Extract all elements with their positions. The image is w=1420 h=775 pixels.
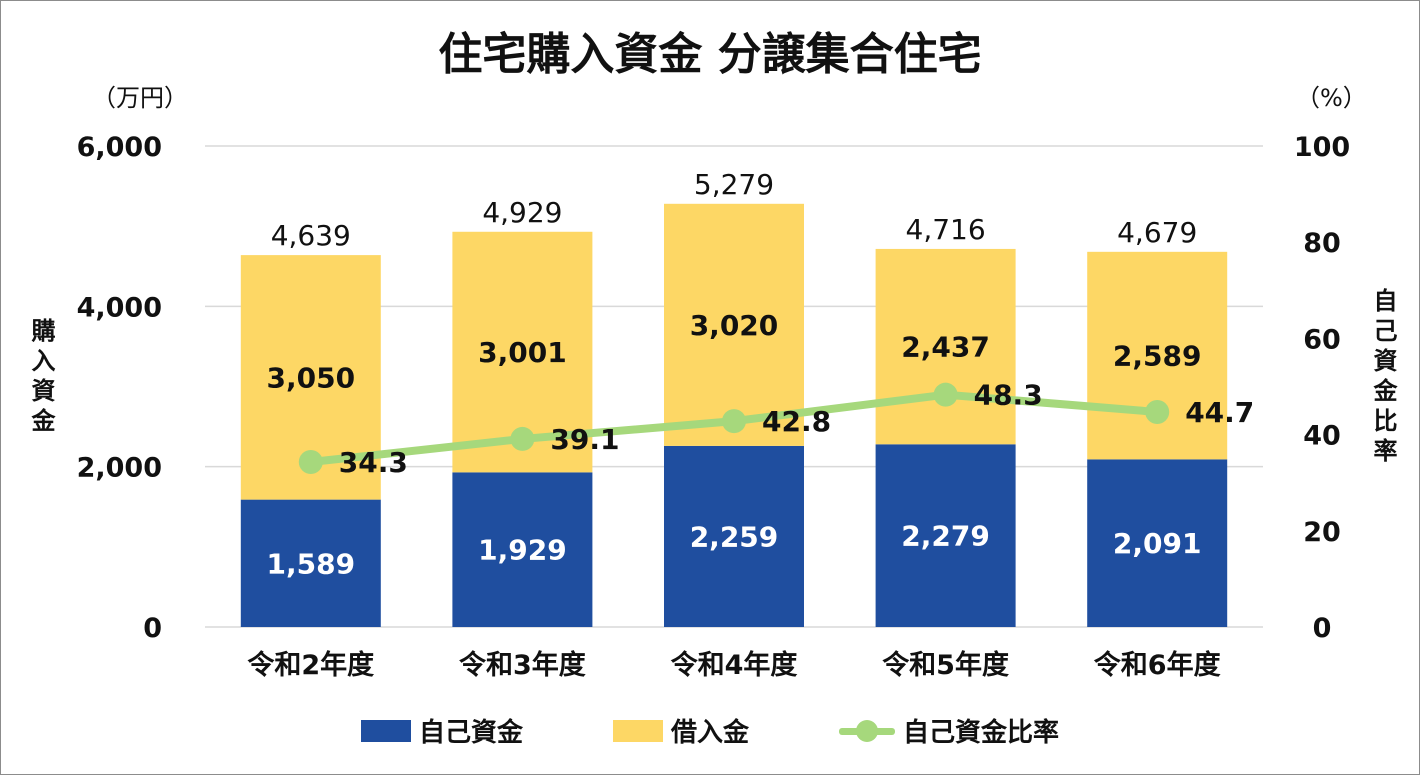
data-label-own-funds: 2,091 — [1113, 527, 1202, 560]
data-label-total: 4,929 — [482, 196, 562, 229]
legend: 自己資金 借入金 自己資金比率 — [0, 712, 1420, 749]
right-axis-label: 自己資金比率 — [1369, 288, 1397, 468]
y-tick-label: 0 — [143, 613, 162, 644]
data-label-own-funds: 2,259 — [690, 520, 779, 553]
bar-own-funds — [664, 445, 804, 627]
point-own-funds-ratio — [722, 409, 746, 434]
x-tick-label: 令和3年度 — [459, 649, 586, 681]
left-axis-label: 購入資金 — [27, 318, 55, 438]
data-label-borrowings: 3,001 — [478, 336, 567, 369]
y-right-tick-label: 60 — [1303, 324, 1341, 355]
legend-item-borrowings: 借入金 — [612, 712, 749, 749]
data-label-own-funds-ratio: 39.1 — [550, 423, 619, 456]
bar-own-funds — [452, 472, 593, 627]
x-tick-label: 令和2年度 — [247, 649, 374, 681]
data-label-own-funds: 1,929 — [478, 534, 567, 567]
data-label-own-funds: 1,589 — [267, 547, 356, 580]
data-label-own-funds-ratio: 48.3 — [974, 379, 1043, 412]
legend-swatch-borrowings — [612, 719, 663, 742]
data-label-total: 4,716 — [906, 213, 986, 246]
y-right-tick-label: 40 — [1303, 421, 1341, 452]
data-label-borrowings: 2,589 — [1113, 340, 1202, 373]
data-label-total: 4,639 — [271, 219, 351, 252]
y-right-tick-label: 20 — [1303, 517, 1341, 548]
legend-item-own-funds: 自己資金 — [360, 712, 523, 749]
y-tick-label: 4,000 — [77, 292, 162, 323]
y-right-tick-label: 80 — [1303, 228, 1341, 259]
data-label-borrowings: 3,020 — [690, 309, 779, 342]
bar-own-funds — [240, 499, 381, 627]
point-own-funds-ratio — [1145, 399, 1170, 424]
bar-borrowings — [875, 248, 1016, 445]
point-own-funds-ratio — [298, 450, 323, 475]
bar-borrowings — [1087, 251, 1228, 460]
left-axis-unit: （万円） — [92, 84, 188, 112]
x-tick-label: 令和6年度 — [1094, 649, 1221, 681]
data-label-total: 5,279 — [694, 168, 774, 201]
y-right-tick-label: 100 — [1294, 132, 1350, 163]
data-label-borrowings: 2,437 — [901, 331, 990, 364]
data-label-own-funds: 2,279 — [901, 520, 990, 553]
legend-label-borrowings: 借入金 — [670, 718, 749, 748]
chart-title: 住宅購入資金 分譲集合住宅 — [438, 29, 982, 80]
x-tick-label: 令和4年度 — [671, 649, 798, 681]
y-tick-label: 6,000 — [77, 132, 162, 163]
data-label-borrowings: 3,050 — [267, 361, 356, 394]
y-tick-label: 2,000 — [77, 453, 162, 484]
right-axis-unit: （%） — [1296, 84, 1367, 112]
y-right-tick-label: 0 — [1313, 613, 1332, 644]
legend-label-own-funds-ratio: 自己資金比率 — [903, 718, 1060, 748]
data-label-own-funds-ratio: 34.3 — [339, 446, 408, 479]
point-own-funds-ratio — [933, 382, 958, 407]
legend-item-own-funds-ratio: 自己資金比率 — [839, 712, 1059, 749]
x-tick-label: 令和5年度 — [882, 649, 1009, 681]
data-label-own-funds-ratio: 44.7 — [1185, 396, 1254, 429]
bar-own-funds — [1087, 459, 1228, 627]
point-own-funds-ratio — [510, 426, 535, 451]
bar-own-funds — [875, 444, 1016, 627]
bar-borrowings — [664, 203, 804, 446]
legend-swatch-own-funds-ratio — [839, 719, 895, 742]
legend-label-own-funds: 自己資金 — [418, 718, 523, 748]
data-label-own-funds-ratio: 42.8 — [762, 405, 831, 438]
legend-swatch-own-funds — [360, 719, 411, 742]
data-label-total: 4,679 — [1117, 216, 1197, 249]
